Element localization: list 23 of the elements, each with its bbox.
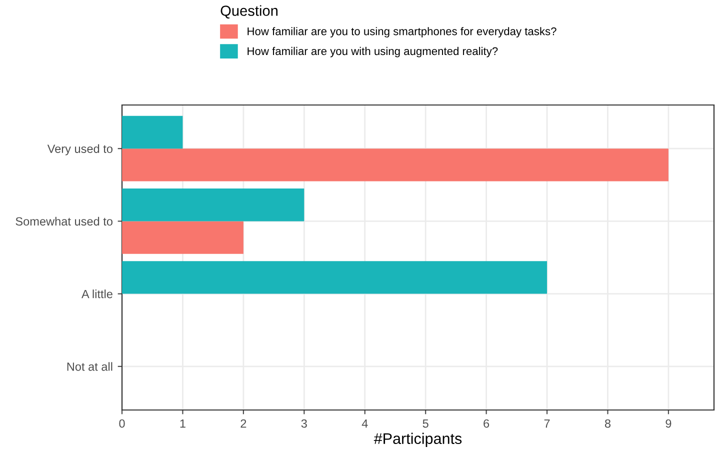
x-tick-label: 2: [240, 419, 246, 428]
bar: [122, 188, 304, 222]
x-tick-label: 4: [362, 419, 368, 428]
x-tick-label: 9: [666, 419, 672, 428]
x-tick-label: 7: [544, 419, 550, 428]
x-tick-label: 6: [484, 419, 490, 428]
y-tick-label: Not at all: [67, 362, 112, 371]
y-tick-label: Very used to: [47, 144, 112, 156]
bar: [122, 116, 183, 149]
legend-title: Question: [220, 5, 278, 19]
x-tick-label: 3: [301, 419, 307, 428]
x-tick-label: 8: [604, 419, 611, 428]
x-tick-label: 0: [119, 419, 125, 428]
legend-label: How familiar are you to using smartphones for everyday tasks?: [248, 27, 556, 38]
x-axis-title: #Participants: [374, 432, 462, 448]
bar: [122, 221, 244, 254]
x-tick-label: 5: [422, 419, 428, 428]
y-tick-label: Somewhat used to: [16, 216, 112, 226]
x-tick-label: 1: [180, 419, 186, 428]
legend-label: How familiar are you with using augmented reality?: [248, 46, 498, 58]
bar: [122, 148, 668, 182]
bar: [122, 261, 548, 294]
y-tick-label: A little: [82, 290, 112, 298]
